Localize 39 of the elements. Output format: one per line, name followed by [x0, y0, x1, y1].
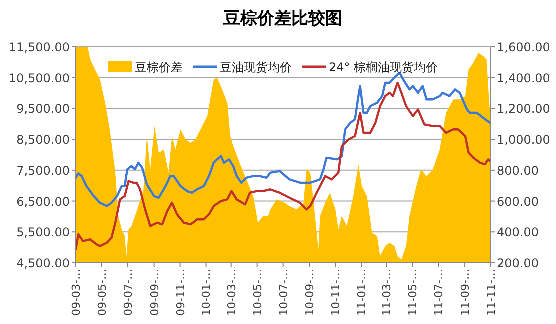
x-tick-label: 09-03-… — [70, 269, 83, 316]
line-series — [74, 72, 492, 208]
y-tick-label: 10,500.00 — [8, 71, 70, 86]
line-series — [74, 82, 492, 251]
y-tick-label: 8,500.00 — [16, 133, 70, 148]
x-tick-label: 11-11-… — [485, 269, 498, 316]
x-tick-label: 09-09-… — [148, 269, 162, 316]
y2-tick-label: 600.00 — [497, 194, 539, 209]
x-tick-label: 11-01-… — [356, 269, 369, 316]
x-tick-label: 09-11-… — [174, 269, 188, 316]
y-tick-label: 11,500.00 — [8, 40, 70, 54]
y-tick-label: 4,500.00 — [16, 256, 70, 270]
x-tick-label: 09-05-… — [96, 269, 109, 316]
y2-tick-label: 1,000.00 — [497, 133, 550, 148]
y-tick-label: 5,500.00 — [16, 226, 70, 240]
legend-label: 豆棕价差 — [135, 60, 183, 74]
y2-tick-label: 400.00 — [497, 226, 539, 240]
x-tick-label: 10-07-… — [277, 269, 290, 316]
y-tick-label: 6,500.00 — [16, 194, 70, 209]
y2-tick-label: 1,200.00 — [497, 102, 550, 116]
y2-tick-label: 1,600.00 — [497, 40, 550, 54]
x-tick-label: 11-09-… — [459, 269, 472, 316]
y2-tick-label: 1,400.00 — [497, 71, 550, 86]
x-tick-label: 11-03-… — [380, 269, 394, 316]
x-tick-label: 11-07-… — [432, 269, 446, 316]
chart-title: 豆棕价差比较图 — [222, 9, 342, 29]
legend-label: 豆油现货均价 — [220, 60, 292, 74]
x-tick-label: 10-03-… — [225, 269, 238, 316]
y2-tick-label: 200.00 — [497, 256, 539, 270]
x-tick-label: 09-07-… — [122, 269, 135, 316]
y2-tick-label: 800.00 — [497, 164, 539, 178]
x-tick-label: 10-11-… — [330, 269, 343, 316]
x-tick-label: 10-05-… — [251, 269, 264, 316]
y-tick-label: 7,500.00 — [16, 164, 70, 178]
legend-label: 24° 棕榈油现货均价 — [329, 60, 438, 74]
x-tick-label: 11-05-… — [406, 269, 420, 316]
y-tick-label: 9,500.00 — [16, 102, 70, 116]
x-tick-label: 10-09-… — [304, 269, 317, 316]
x-tick-label: 10-01-… — [200, 269, 214, 316]
